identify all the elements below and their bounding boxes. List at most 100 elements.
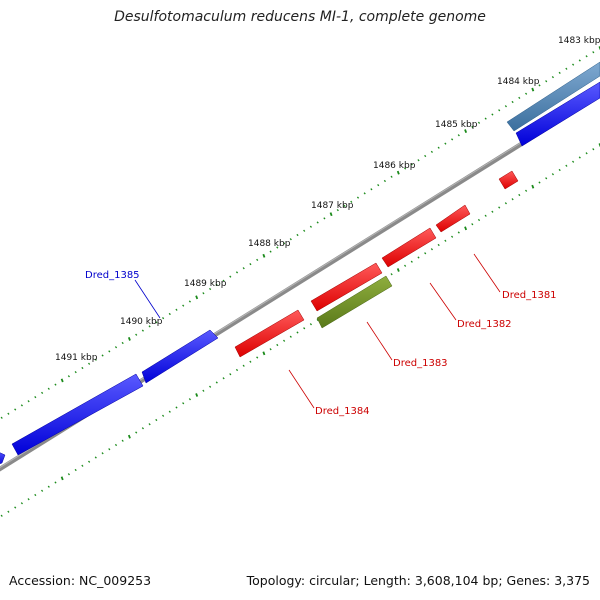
- minor-tick: [47, 387, 50, 390]
- gene-label-dred-1383[interactable]: Dred_1383: [393, 358, 448, 369]
- minor-tick: [336, 208, 339, 212]
- minor-tick: [296, 233, 299, 237]
- minor-tick: [417, 256, 420, 259]
- minor-tick: [67, 473, 70, 476]
- gene-label-dred-1384[interactable]: Dred_1384: [315, 406, 370, 417]
- minor-tick: [558, 71, 561, 75]
- minor-tick: [20, 404, 23, 407]
- minor-tick: [47, 485, 50, 488]
- minor-tick: [148, 423, 151, 426]
- minor-tick: [572, 160, 575, 163]
- minor-tick: [504, 202, 507, 205]
- major-tick: [127, 336, 131, 341]
- gene-dred-1384[interactable]: [234, 309, 305, 358]
- minor-tick: [14, 506, 17, 509]
- accession-text: Accession: NC_009253: [9, 573, 152, 588]
- minor-tick: [558, 168, 561, 172]
- minor-tick: [578, 156, 581, 159]
- minor-tick: [27, 400, 30, 403]
- minor-tick: [451, 235, 454, 238]
- minor-tick: [20, 502, 23, 505]
- gene-forward-1[interactable]: [11, 373, 144, 456]
- minor-tick: [370, 188, 373, 191]
- minor-tick: [296, 331, 299, 334]
- minor-tick: [491, 210, 494, 213]
- minor-tick: [545, 80, 548, 83]
- minor-tick: [27, 498, 30, 501]
- gene-label-dred-1385[interactable]: Dred_1385: [85, 270, 140, 281]
- major-tick: [464, 226, 468, 231]
- scale-label: 1486 kbp: [373, 161, 416, 171]
- gene-rna-1[interactable]: [506, 61, 600, 132]
- map-title: Desulfotomaculum reducens MI-1, complete…: [114, 9, 486, 25]
- minor-tick: [114, 346, 118, 349]
- gene-forward-2[interactable]: [0, 450, 6, 466]
- scale-label: 1491 kbp: [55, 353, 98, 363]
- minor-tick: [121, 341, 124, 345]
- gene-forward-3[interactable]: [515, 81, 600, 147]
- minor-tick: [81, 366, 84, 370]
- minor-tick: [491, 113, 494, 116]
- minor-tick: [565, 67, 568, 70]
- minor-tick: [229, 373, 232, 376]
- scale-label: 1489 kbp: [184, 279, 227, 289]
- minor-tick: [424, 252, 427, 255]
- minor-tick: [168, 410, 171, 413]
- feature-tick-track: [0, 143, 600, 517]
- minor-tick: [283, 242, 286, 245]
- minor-tick: [54, 383, 57, 386]
- minor-tick: [14, 408, 17, 411]
- minor-tick: [101, 354, 104, 357]
- minor-tick: [155, 418, 158, 422]
- topology-summary-text: Topology: circular; Length: 3,608,104 bp…: [246, 573, 590, 588]
- minor-tick: [229, 275, 232, 278]
- minor-tick: [303, 229, 306, 232]
- minor-tick: [182, 304, 185, 307]
- minor-tick: [202, 389, 205, 392]
- gene-label-dred-1381[interactable]: Dred_1381: [502, 290, 557, 301]
- minor-tick: [309, 225, 312, 228]
- minor-tick: [585, 55, 588, 58]
- minor-tick: [424, 154, 427, 158]
- minor-tick: [404, 167, 407, 170]
- minor-tick: [484, 117, 487, 120]
- minor-tick: [356, 196, 360, 199]
- minor-tick: [215, 283, 218, 287]
- minor-tick: [249, 360, 252, 363]
- major-tick: [329, 212, 333, 217]
- minor-tick: [209, 287, 212, 291]
- minor-tick: [168, 312, 171, 316]
- minor-tick: [309, 323, 312, 326]
- minor-tick: [430, 248, 433, 251]
- gene-dred-1383[interactable]: [316, 275, 393, 329]
- minor-tick: [135, 431, 138, 434]
- minor-tick: [175, 308, 178, 311]
- minor-tick: [175, 406, 178, 409]
- scale-tick-track: [0, 46, 600, 419]
- minor-tick: [148, 325, 151, 328]
- minor-tick: [383, 179, 386, 183]
- minor-tick: [41, 391, 44, 395]
- gene-label-dred-1382[interactable]: Dred_1382: [457, 319, 512, 330]
- minor-tick: [289, 238, 292, 241]
- gene-dred-1381[interactable]: [435, 204, 471, 233]
- gene-reverse-a[interactable]: [310, 262, 383, 312]
- minor-tick: [276, 246, 279, 249]
- gene-dred-1385[interactable]: [141, 329, 219, 384]
- gene-reverse-b[interactable]: [498, 170, 519, 190]
- major-tick: [60, 378, 64, 383]
- minor-tick: [525, 92, 528, 95]
- minor-tick: [390, 273, 393, 276]
- minor-tick: [585, 152, 588, 155]
- gene-dred-1382[interactable]: [381, 227, 437, 268]
- minor-tick: [410, 260, 413, 263]
- minor-tick: [242, 267, 245, 270]
- label-leaders: [134, 253, 501, 409]
- minor-tick: [390, 175, 393, 178]
- minor-tick: [94, 456, 97, 459]
- major-tick: [127, 434, 131, 439]
- minor-tick: [504, 105, 507, 108]
- minor-tick: [0, 514, 3, 517]
- minor-tick: [363, 192, 366, 195]
